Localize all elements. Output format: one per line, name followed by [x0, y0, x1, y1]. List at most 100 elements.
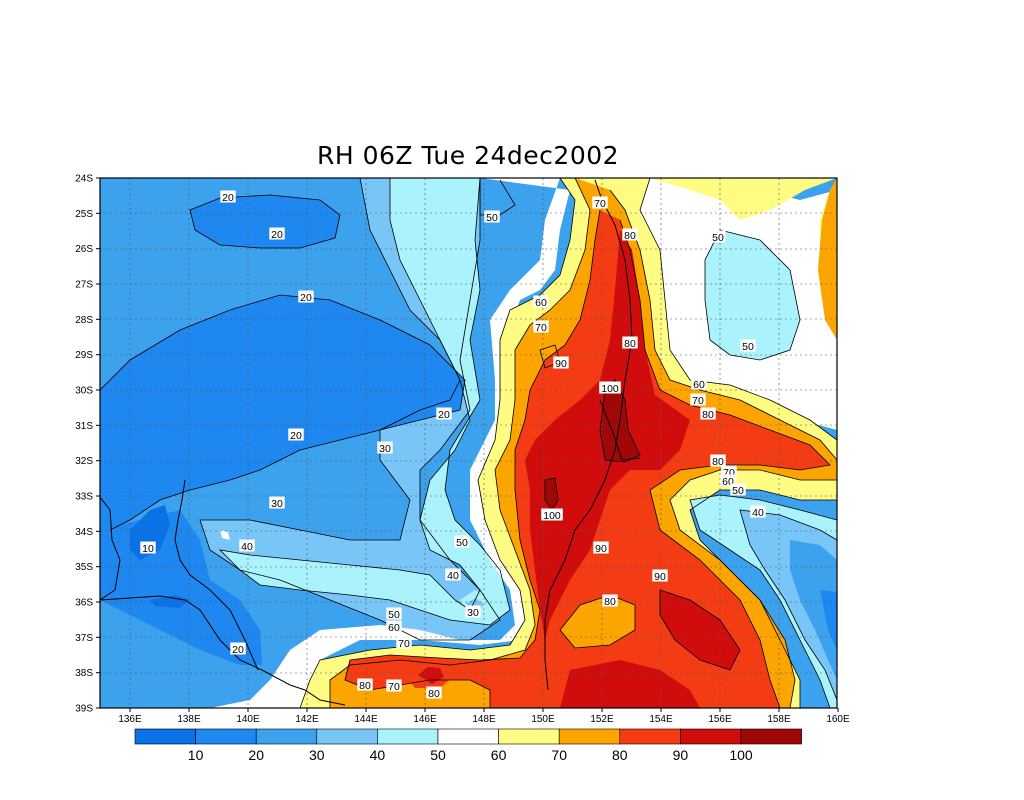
contour-label-bg: [622, 228, 638, 241]
contour-label-bg: [690, 393, 706, 406]
lon-tick-label: 136E: [118, 714, 142, 725]
field-90-100-s: [560, 660, 700, 708]
colorbar-swatch: [680, 728, 742, 745]
contour-label: 20: [222, 192, 234, 204]
lat-tick-label: 35S: [75, 562, 93, 573]
field-east-yellow: [650, 178, 837, 340]
contour-label: 10: [142, 543, 154, 555]
colorbar-label: 30: [309, 747, 325, 763]
contour-label: 80: [702, 409, 714, 421]
field-10-20: [100, 295, 465, 530]
field-below-10-2: [150, 595, 190, 608]
contour-label-bg: [288, 428, 304, 441]
lon-tick-label: 150E: [531, 714, 555, 725]
contour-label-bg: [691, 377, 707, 390]
lon-tick-label: 146E: [413, 714, 437, 725]
field-east-cyan: [705, 230, 800, 360]
colorbar-swatch: [195, 728, 257, 745]
contour-label-bg: [269, 227, 285, 240]
contour-label-bg: [700, 407, 716, 420]
contour-label-bg: [445, 568, 461, 581]
lat-tick-label: 36S: [75, 598, 93, 609]
lat-tick-label: 27S: [75, 280, 93, 291]
contour-label-bg: [541, 508, 563, 521]
contour-label-bg: [386, 620, 402, 633]
contour-label: 80: [624, 230, 636, 242]
contour-label: 30: [379, 443, 391, 455]
contour-label-bg: [436, 407, 452, 420]
contour-label: 90: [654, 571, 666, 583]
contour-label-bg: [239, 539, 255, 552]
contour-label: 20: [290, 430, 302, 442]
contour-label: 70: [398, 638, 410, 650]
contour-label: 50: [388, 609, 400, 621]
contour-label: 80: [624, 338, 636, 350]
lat-tick-label: 37S: [75, 633, 93, 644]
lat-tick-label: 26S: [75, 244, 93, 255]
field-sw-red-1: [348, 665, 385, 690]
contour-label: 50: [712, 232, 724, 244]
colorbar-label: 40: [370, 747, 386, 763]
grid: [100, 178, 837, 708]
colorbar-swatch: [498, 728, 560, 745]
field-100-plus-2: [545, 478, 558, 510]
contour-label: 70: [692, 395, 704, 407]
contour-label-bg: [386, 607, 402, 620]
contour-label-bg: [533, 320, 549, 333]
colorbar-label: 80: [612, 747, 628, 763]
field-east-orange: [818, 178, 837, 340]
colorbar-label: 100: [729, 747, 753, 763]
contour-label-bg: [465, 605, 481, 618]
contour-label-bg: [622, 336, 638, 349]
colorbar-label: 50: [430, 747, 446, 763]
contour-label: 80: [359, 680, 371, 692]
lat-tick-label: 24S: [75, 174, 93, 185]
contour-label-bg: [230, 642, 246, 655]
contour-label-bg: [298, 290, 314, 303]
contour-label: 60: [388, 622, 400, 634]
lat-tick-label: 30S: [75, 386, 93, 397]
colorbar-label: 60: [491, 747, 507, 763]
lat-tick-label: 39S: [75, 704, 93, 715]
lat-tick-label: 25S: [75, 209, 93, 220]
plot-frame: [99, 177, 838, 709]
field-se-blue: [790, 540, 837, 680]
contour-label-bg: [386, 679, 402, 692]
contour-label-bg: [220, 190, 236, 203]
colorbar-swatch: [558, 728, 621, 745]
contour-label-bg: [396, 636, 412, 649]
field-se-deepblue: [820, 590, 837, 650]
contour-label-bg: [710, 230, 726, 243]
colorbar-swatch: [437, 728, 499, 745]
contour-label-bg: [593, 541, 609, 554]
colorbar-label: 90: [673, 747, 689, 763]
lat-tick-label: 32S: [75, 456, 93, 467]
field-small-white: [220, 530, 230, 540]
latitude-axis: 24S 25S 26S 27S 28S 29S 30S 31S 32S 33S 34S 35S 36S 3…: [75, 174, 100, 715]
contour-label-bg: [426, 686, 442, 699]
lon-tick-label: 160E: [826, 714, 850, 725]
contour-label-bg: [140, 541, 156, 554]
contour-label: 60: [693, 379, 705, 391]
contour-label-bg: [710, 454, 726, 467]
contour-label: 70: [723, 467, 735, 479]
colorbar-swatch: [255, 728, 318, 745]
field-below-10: [130, 505, 170, 560]
lat-tick-label: 33S: [75, 492, 93, 503]
contour-label: 80: [604, 596, 616, 608]
contour-label: 60: [722, 476, 734, 488]
contour-label-bg: [599, 381, 621, 394]
contour-label-bg: [553, 356, 569, 369]
lon-tick-label: 154E: [649, 714, 673, 725]
lon-tick-label: 144E: [354, 714, 378, 725]
contour-label-bg: [652, 569, 668, 582]
contour-label: 70: [535, 322, 547, 334]
contour-label-bg: [357, 678, 373, 691]
contour-label: 20: [300, 292, 312, 304]
contour-label-bg: [750, 505, 766, 518]
contour-label: 90: [595, 543, 607, 555]
coastline: [100, 179, 641, 706]
contour-label: 20: [438, 409, 450, 421]
